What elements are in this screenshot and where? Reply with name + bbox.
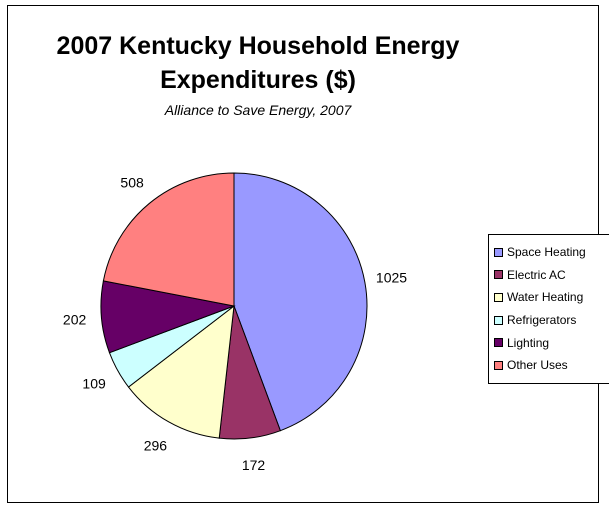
legend-item-lighting: Lighting bbox=[489, 331, 609, 354]
pie-slice-space-heating bbox=[233, 172, 368, 432]
chart-area: 2007 Kentucky Household Energy Expenditu… bbox=[7, 5, 609, 503]
slice-value-label-lighting: 202 bbox=[63, 312, 87, 328]
slice-value-label-refrigerators: 109 bbox=[82, 376, 106, 392]
slice-value-label-other-uses: 508 bbox=[120, 175, 144, 191]
legend-label: Refrigerators bbox=[507, 313, 577, 328]
legend-swatch bbox=[494, 292, 503, 302]
pie-slice-other-uses bbox=[102, 172, 235, 307]
legend-label: Water Heating bbox=[507, 290, 584, 305]
legend-label: Lighting bbox=[507, 335, 550, 350]
pie-chart: 1025 172 296 109 202 508 bbox=[63, 172, 407, 473]
legend-swatch bbox=[494, 247, 503, 257]
legend-swatch bbox=[494, 360, 503, 370]
legend-swatch bbox=[494, 338, 503, 348]
legend-item-other-uses: Other Uses bbox=[489, 354, 609, 377]
chart-subtitle: Alliance to Save Energy, 2007 bbox=[164, 102, 352, 118]
legend-label: Space Heating bbox=[507, 245, 586, 260]
legend-swatch bbox=[494, 270, 503, 280]
legend-item-refrigerators: Refrigerators bbox=[489, 309, 609, 332]
slice-value-label-water-heating: 296 bbox=[144, 437, 168, 453]
legend-item-space-heating: Space Heating bbox=[489, 241, 609, 264]
legend-item-water-heating: Water Heating bbox=[489, 286, 609, 309]
legend: Space Heating Electric AC Water Heating Ref… bbox=[488, 234, 609, 384]
legend-item-electric-ac: Electric AC bbox=[489, 264, 609, 287]
chart-title-line-1: 2007 Kentucky Household Energy bbox=[56, 32, 460, 60]
slice-value-label-space-heating: 1025 bbox=[376, 270, 407, 286]
legend-label: Electric AC bbox=[507, 267, 566, 282]
slice-value-label-electric-ac: 172 bbox=[242, 457, 266, 473]
legend-swatch bbox=[494, 315, 503, 325]
legend-label: Other Uses bbox=[507, 358, 568, 373]
pie-slice-water-heating bbox=[127, 304, 235, 439]
chart-title-line-2: Expenditures ($) bbox=[160, 66, 356, 94]
